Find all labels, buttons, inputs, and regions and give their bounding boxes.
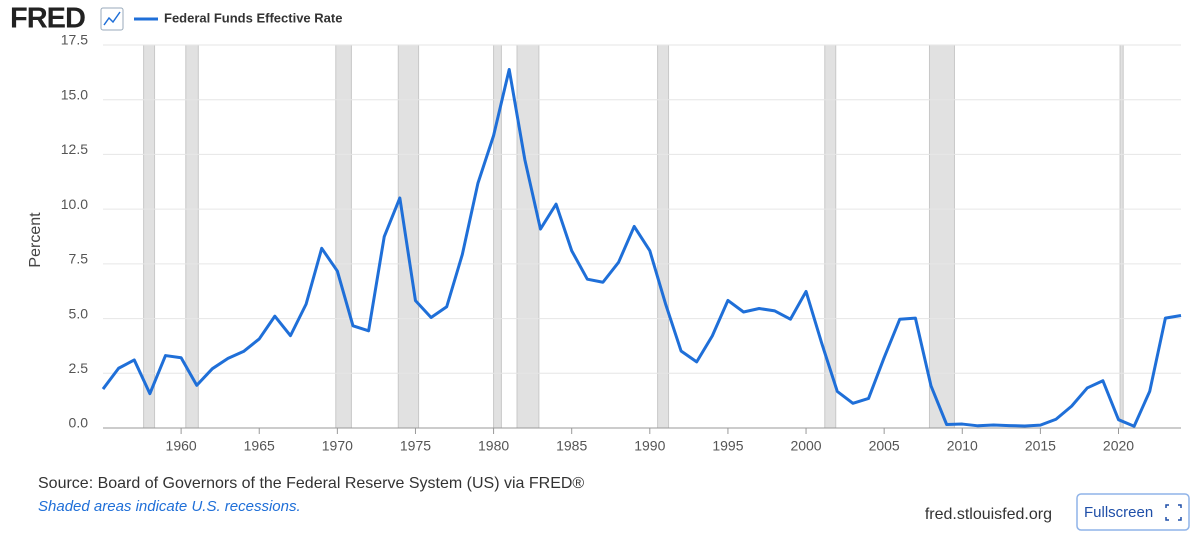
- recession-band: [143, 44, 156, 429]
- logo-icon: [100, 7, 124, 31]
- y-tick-label: 7.5: [69, 251, 89, 267]
- recession-band: [1119, 44, 1124, 429]
- x-tick-label: 1965: [244, 438, 275, 454]
- recession-band: [397, 44, 420, 429]
- fred-logo: FRED: [10, 3, 85, 35]
- y-tick-label: 5.0: [69, 305, 89, 321]
- x-tick-label: 2000: [790, 438, 821, 454]
- x-tick-label: 1960: [166, 438, 197, 454]
- button-label[interactable]: Fullscreen: [1084, 504, 1153, 521]
- x-tick-label: 1995: [712, 438, 743, 454]
- y-tick-label: 15.0: [61, 86, 88, 102]
- y-tick-label: 10.0: [61, 196, 88, 212]
- x-tick-label: 1985: [556, 438, 587, 454]
- button-frame[interactable]: [1076, 493, 1190, 531]
- legend-label: Federal Funds Effective Rate: [164, 10, 342, 25]
- y-axis-label: Percent: [27, 212, 44, 268]
- x-tick-label: 2010: [947, 438, 978, 454]
- recession-band: [516, 44, 540, 429]
- fullscreen-button[interactable]: Fullscreen: [1076, 493, 1190, 531]
- data-line: [101, 68, 1182, 428]
- x-tick-label: 1970: [322, 438, 353, 454]
- x-tick-label: 2005: [869, 438, 900, 454]
- y-tick-label: 17.5: [61, 32, 88, 48]
- y-tick-label: 2.5: [69, 360, 89, 376]
- recession-band: [928, 44, 955, 429]
- y-tick-label: 0.0: [69, 415, 89, 431]
- x-tick-label: 2020: [1103, 438, 1134, 454]
- recession-note: Shaded areas indicate U.S. recessions.: [38, 498, 301, 515]
- x-tick-label: 1980: [478, 438, 509, 454]
- recession-band: [335, 44, 352, 429]
- site-url: fred.stlouisfed.org: [925, 506, 1052, 523]
- source-text: Source: Board of Governors of the Federa…: [38, 475, 584, 492]
- y-tick-label: 12.5: [61, 141, 88, 157]
- x-tick-label: 2015: [1025, 438, 1056, 454]
- x-tick-label: 1990: [634, 438, 665, 454]
- x-tick-label: 1975: [400, 438, 431, 454]
- recession-band: [657, 44, 670, 429]
